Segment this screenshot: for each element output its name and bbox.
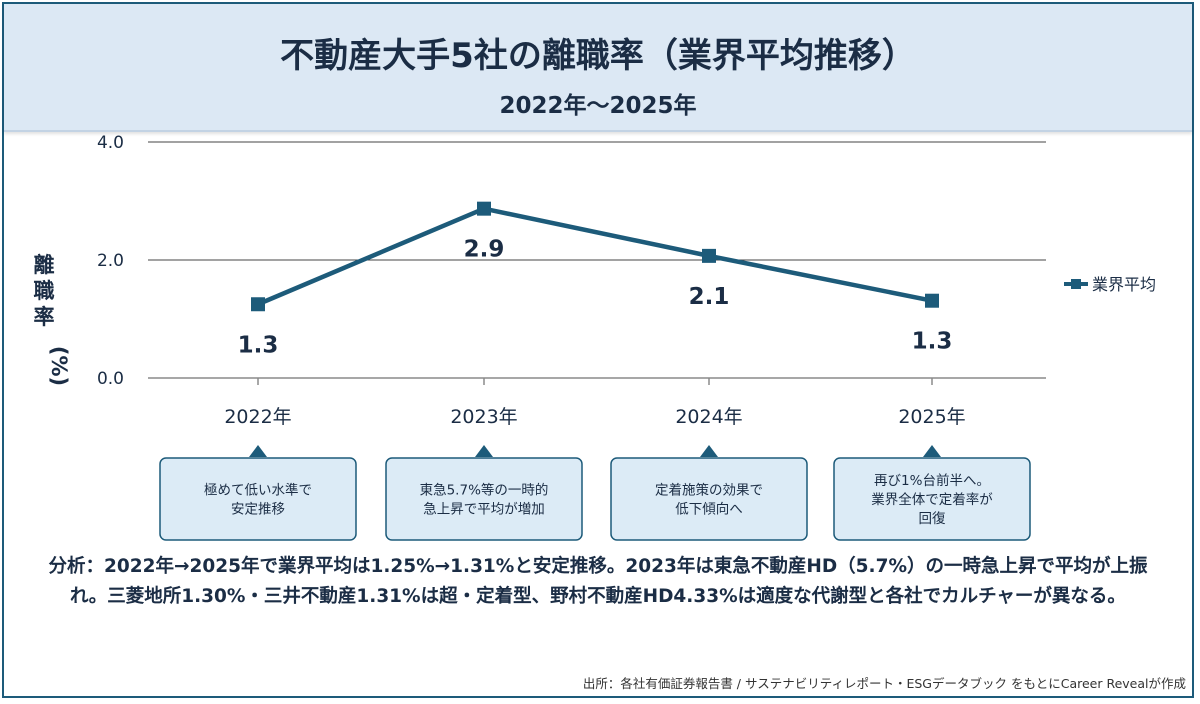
data-label-2: 2.1 (689, 284, 730, 310)
callout-pointer-3 (923, 445, 941, 457)
callout-text-3-2: 回復 (919, 510, 947, 527)
callout-text-3-1: 業界全体で定着率が (871, 491, 993, 508)
data-label-1: 2.9 (464, 237, 505, 263)
callout-text-2-0: 定着施策の効果で (655, 482, 763, 499)
chart-subtitle: 2022年〜2025年 (499, 93, 697, 119)
legend-marker (1071, 279, 1081, 289)
data-label-3: 1.3 (912, 329, 953, 355)
x-tick-label-1: 2023年 (450, 406, 517, 428)
y-tick-label-1: 2.0 (97, 251, 124, 271)
callout-text-0-0: 極めて低い水準で (204, 483, 312, 499)
callout-text-2-1: 低下傾向へ (675, 502, 743, 518)
callout-box-2 (610, 457, 808, 541)
callout-text-3-0: 再び1%台前半へ。 (874, 472, 990, 489)
callout-box-3 (833, 457, 1031, 541)
y-axis-unit: (%) (47, 346, 71, 386)
data-point-3 (925, 293, 939, 308)
callout-text-1-0: 東急5.7%等の一時的 (420, 482, 549, 499)
x-tick-label-2: 2024年 (675, 406, 742, 428)
data-label-0: 1.3 (238, 332, 279, 358)
callout-text-0-1: 安定推移 (231, 502, 285, 518)
data-point-1 (477, 201, 491, 216)
x-tick-label-3: 2025年 (898, 406, 965, 428)
callout-box-1 (385, 457, 583, 541)
data-point-2 (702, 248, 716, 263)
source-note: 出所：各社有価証券報告書 / サステナビリティレポート・ESGデータブック をも… (582, 676, 1186, 691)
y-tick-label-2: 4.0 (97, 133, 124, 153)
y-tick-label-0: 0.0 (97, 369, 124, 389)
callout-pointer-2 (700, 445, 718, 457)
y-axis-label: 離職率 (34, 253, 55, 329)
callout-pointer-1 (475, 445, 493, 457)
analysis-text: 分析：2022年→2025年で業界平均は1.25%→1.31%と安定推移。202… (48, 556, 1148, 607)
legend-label: 業界平均 (1092, 275, 1156, 294)
callout-box-0 (159, 457, 357, 541)
series-line-業界平均 (257, 206, 933, 307)
callout-pointer-0 (249, 445, 267, 457)
data-point-0 (251, 297, 265, 312)
chart-title: 不動産大手5社の離職率（業界平均推移） (280, 36, 916, 76)
x-tick-label-0: 2022年 (224, 406, 291, 428)
callout-text-1-1: 急上昇で平均が増加 (423, 502, 545, 518)
header-band: 不動産大手5社の離職率（業界平均推移） 2022年〜2025年 (4, 4, 1192, 132)
